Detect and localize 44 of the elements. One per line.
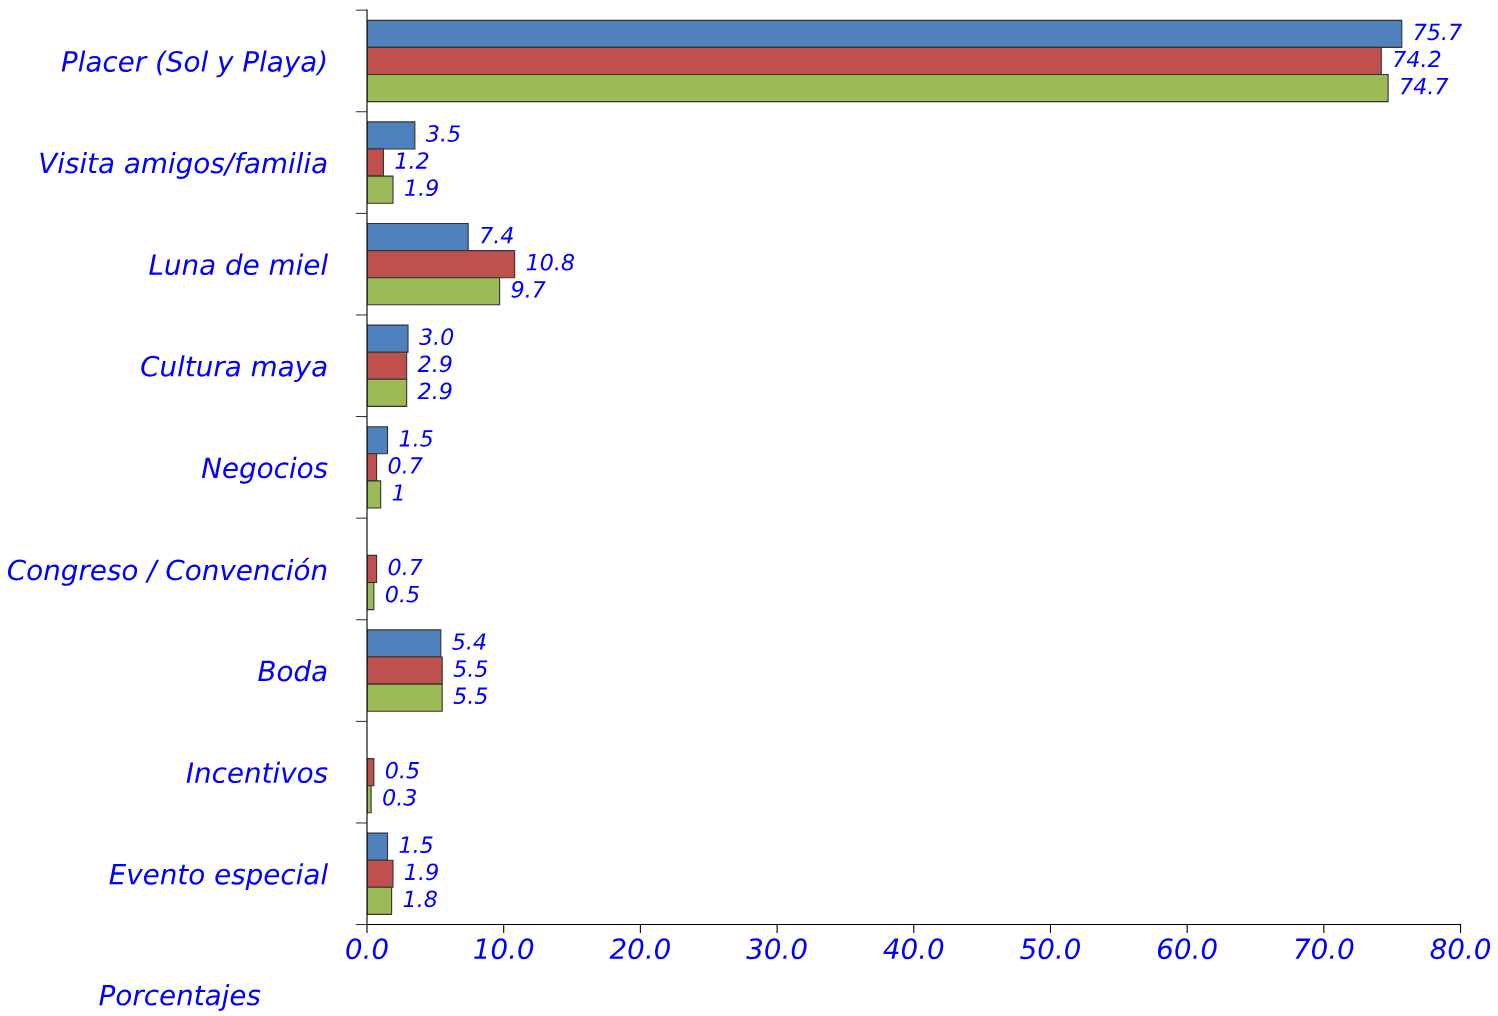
x-tick-label: 40.0 [883,938,944,960]
data-label: 74.2 [1394,50,1441,68]
data-label: 1.2 [395,152,429,169]
x-axis-title: Porcentajes [99,984,261,1011]
y-tick-label: Cultura maya [141,355,327,383]
x-tick-label: 30.0 [746,938,807,960]
data-label: 10.8 [526,253,575,271]
y-tick-label: Boda [258,660,327,682]
x-tick-label: 50.0 [1020,938,1080,960]
data-label: 1 [392,484,403,501]
data-label: 3.0 [419,328,454,346]
y-tick-label: Visita amigos/familia [40,152,327,179]
y-tick-label: Placer (Sol y Playa) [61,50,326,78]
x-tick-label: 0.0 [346,938,388,960]
data-label: 1.8 [403,890,437,908]
data-label: 1.9 [405,179,438,197]
data-label: 1.5 [399,430,433,447]
data-label: 3.5 [425,125,460,142]
data-label: 2.9 [417,355,452,373]
x-tick-label: 70.0 [1295,938,1354,960]
data-label: 0.7 [388,457,423,474]
y-tick-label: Luna de miel [149,253,328,276]
data-label: 0.7 [388,558,423,576]
x-tick-label: 60.0 [1157,938,1217,960]
data-label: 0.5 [385,761,419,779]
y-tick-label: Negocios [201,456,328,484]
x-tick-label: 10.0 [474,938,534,960]
data-label: 1.5 [399,836,433,854]
data-label: 5.5 [453,687,488,705]
x-tick-label: 80.0 [1430,938,1491,960]
data-label: 0.5 [385,585,419,603]
data-label: 74.7 [1401,77,1449,95]
data-label: 1.9 [405,863,438,881]
data-label: 0.3 [383,788,416,806]
x-tick-label: 20.0 [609,938,670,960]
y-tick-label: Congreso / Convención [7,557,327,586]
y-tick-label: Incentivos [186,761,328,784]
data-label: 5.5 [453,660,488,678]
data-label: 5.4 [452,633,486,650]
data-label: 75.7 [1414,23,1462,41]
data-label: 9.7 [511,280,546,298]
data-label: 2.9 [417,382,452,400]
data-label: 7.4 [481,227,513,244]
y-tick-label: Evento especial [109,863,328,891]
